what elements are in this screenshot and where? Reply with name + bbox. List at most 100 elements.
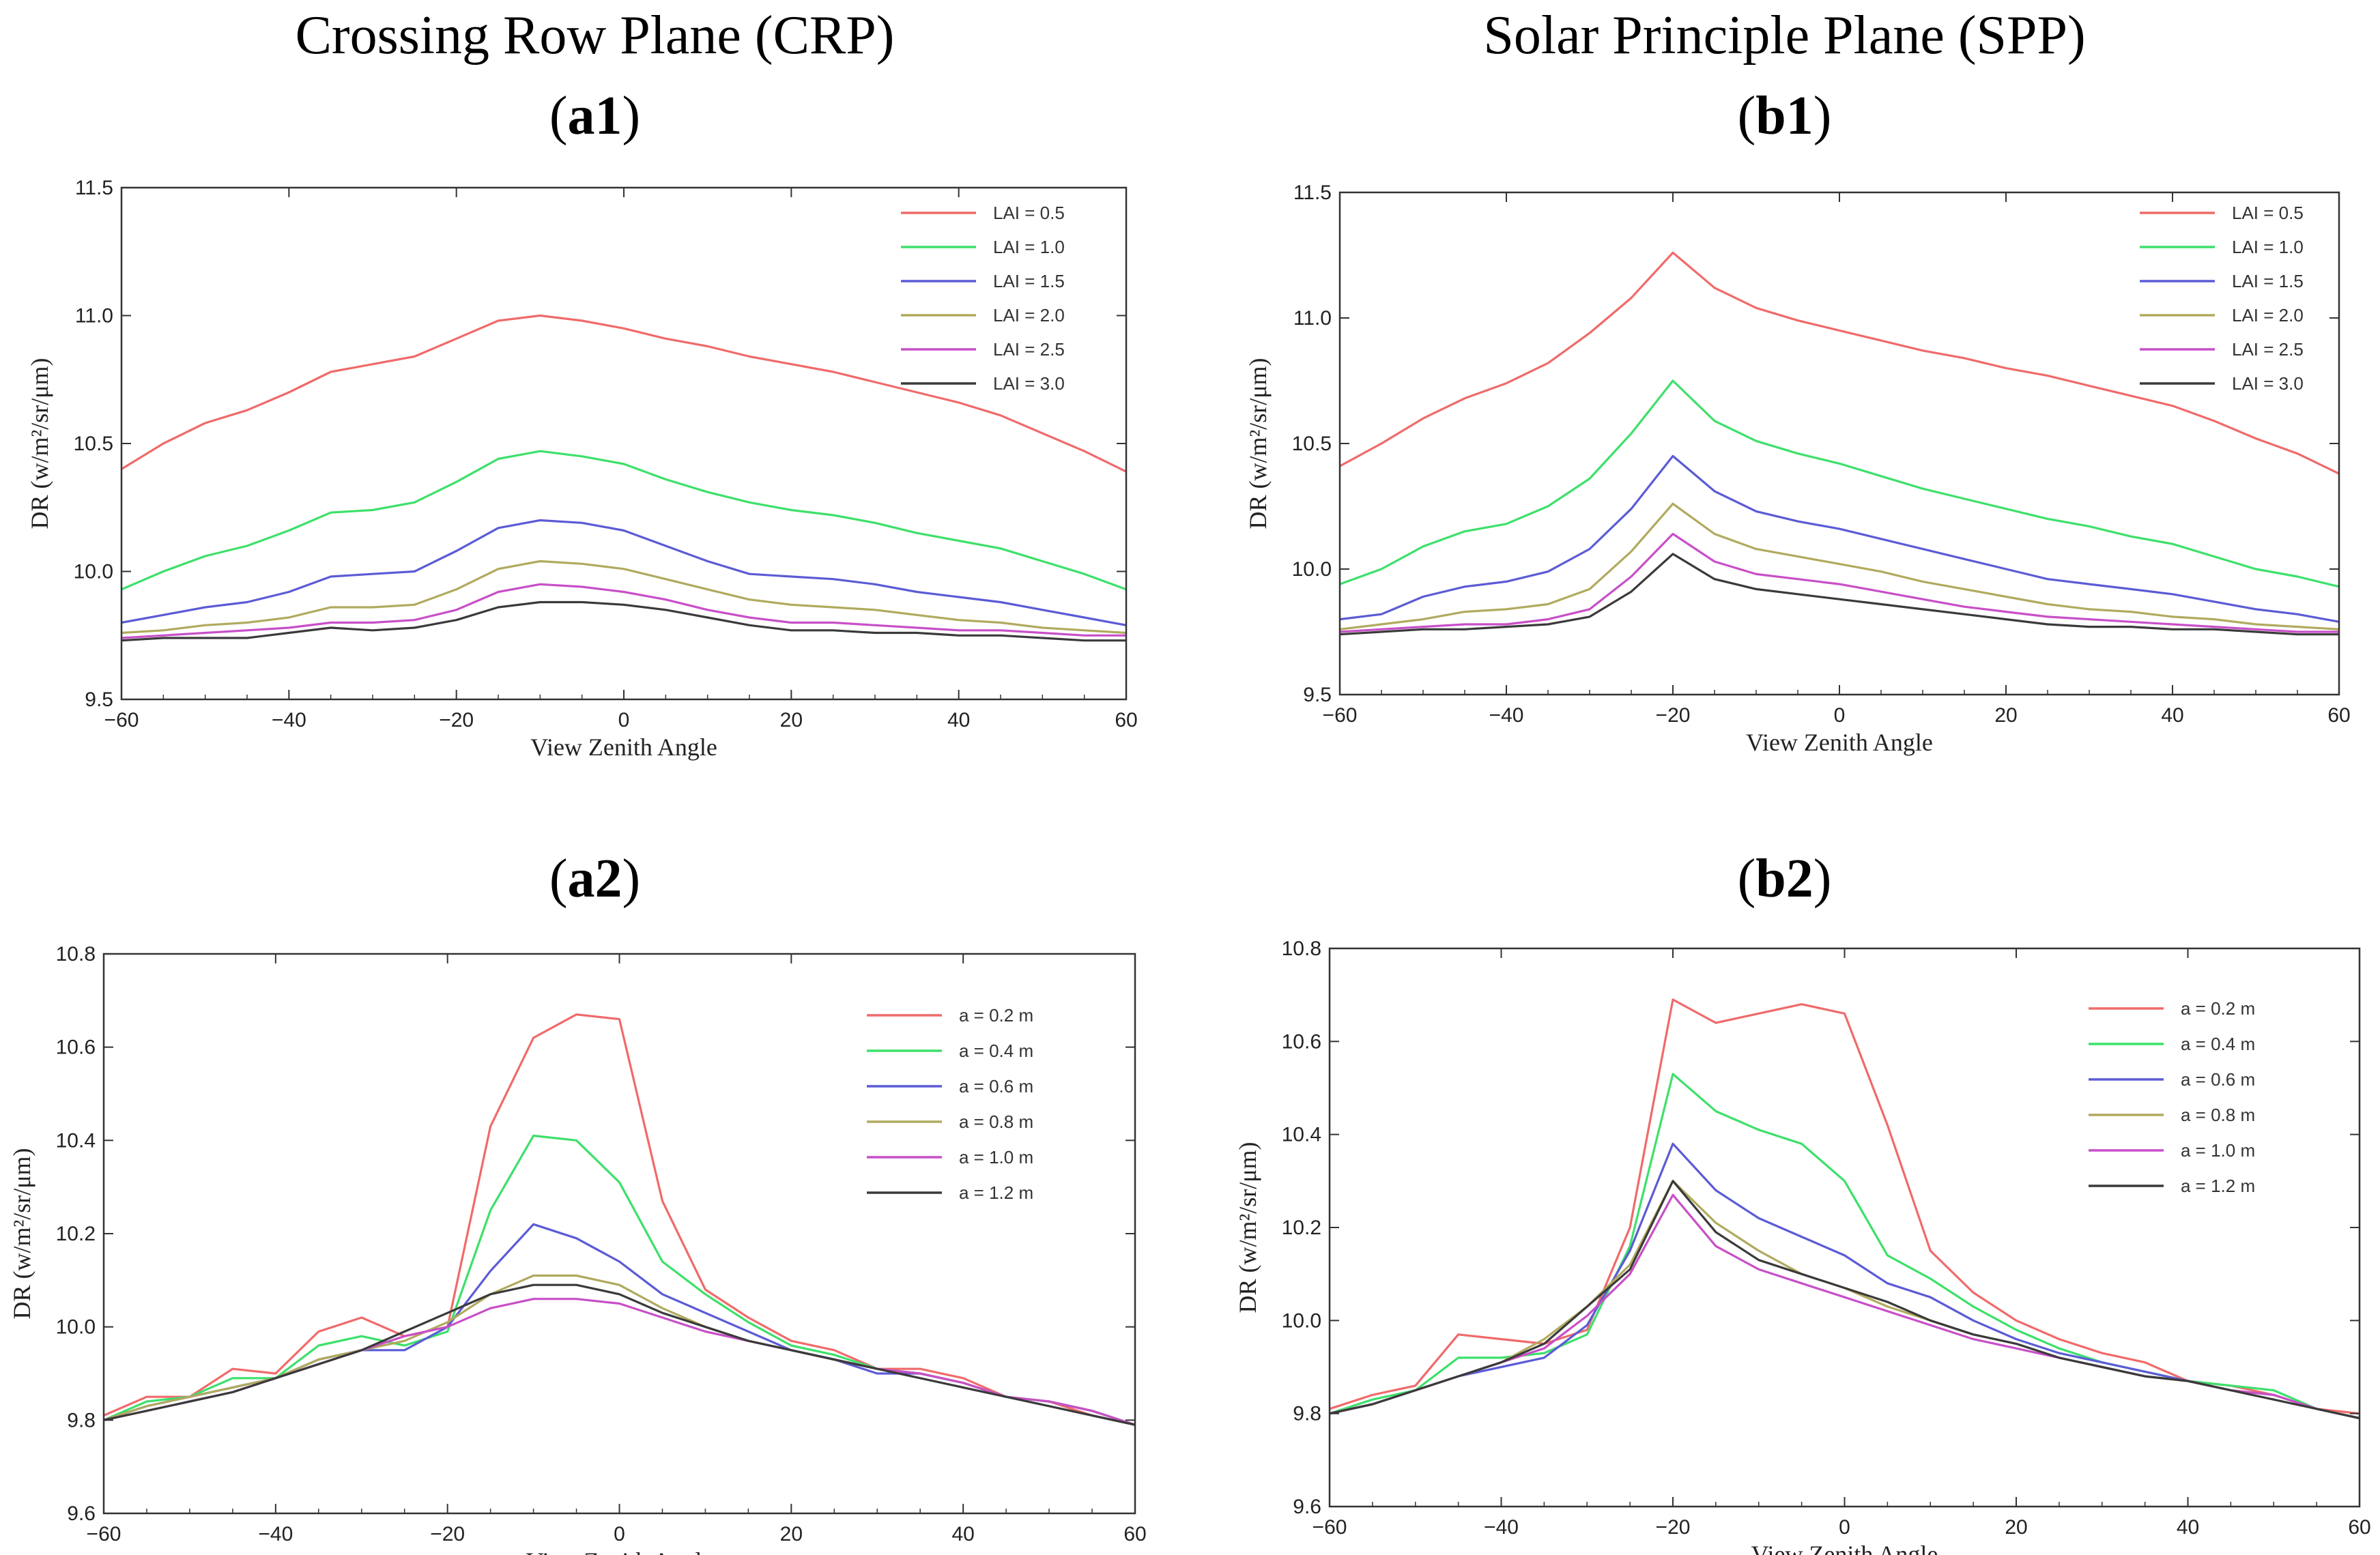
series-line-b2-2: [1329, 1073, 2360, 1420]
x-tick-label-a2: −40: [258, 1523, 293, 1545]
x-tick-label-a2: 0: [614, 1523, 625, 1545]
series-line-a1-5: [121, 583, 1126, 639]
x-tick-label-b2: 20: [2005, 1516, 2027, 1539]
x-tick-label-a1: −20: [439, 709, 474, 731]
x-tick-label-b1: −60: [1323, 704, 1358, 727]
plot-frame-a2: [102, 953, 1136, 1515]
y-tick-label-b2: 10.8: [1282, 938, 1321, 960]
chart-a2: −60 −40 −20 0 20 40 60 9.6 9.8 10.0 10.2 10.4 10.6 10…: [8, 943, 1147, 1555]
x-tick-label-a1: −60: [104, 709, 139, 731]
x-tick-label-b1: 0: [1834, 704, 1846, 727]
y-tick-label-b1: 11.0: [1293, 307, 1332, 330]
plot-frame-b2: [1328, 947, 2361, 1508]
y-tick-label-a2: 10.2: [56, 1223, 96, 1245]
plot-frame-a1: [120, 186, 1128, 701]
column-title-crp: Crossing Row Plane (CRP): [295, 5, 895, 66]
x-tick-label-b1: −20: [1656, 704, 1691, 727]
legend-label-b1-4: LAI = 2.0: [2232, 305, 2304, 325]
series-line-b2-1: [1329, 998, 2360, 1415]
y-tick-label-b1: 10.5: [1292, 433, 1332, 455]
x-tick-label-b2: 0: [1839, 1516, 1850, 1539]
y-axis-title-a2: DR (w/m²/sr/μm): [8, 1148, 35, 1319]
series-line-b1-2: [1339, 379, 2340, 588]
x-tick-label-a2: 20: [780, 1523, 803, 1545]
x-axis-title-b2: View Zenith Angle: [1751, 1541, 1938, 1555]
y-tick-label-b2: 10.2: [1282, 1217, 1321, 1239]
y-tick-label-b2: 10.4: [1282, 1124, 1321, 1146]
legend-label-a1-3: LAI = 1.5: [993, 271, 1065, 291]
legend-label-b1-5: LAI = 2.5: [2232, 339, 2304, 360]
series-line-a2-1: [103, 1013, 1136, 1426]
y-tick-label-b2: 9.6: [1293, 1496, 1321, 1518]
x-tick-label-a2: 60: [1123, 1523, 1146, 1545]
y-tick-label-b1: 10.0: [1292, 558, 1332, 581]
y-axis-title-a1: DR (w/m²/sr/μm): [26, 358, 53, 529]
series-line-a1-2: [121, 450, 1127, 591]
x-tick-label-b1: 60: [2327, 704, 2350, 727]
legend-label-a1-1: LAI = 0.5: [993, 203, 1065, 223]
x-tick-label-b1: −40: [1489, 704, 1524, 727]
x-axis-title-a1: View Zenith Angle: [530, 733, 717, 761]
x-tick-label-a1: −40: [272, 709, 306, 731]
x-tick-label-a2: −20: [430, 1523, 465, 1545]
series-line-a2-3: [103, 1223, 1136, 1426]
panel-label-b1: (b1): [1737, 86, 1832, 146]
legend-label-b2-2: a = 0.4 m: [2181, 1034, 2255, 1054]
panel-label-b2: (b2): [1737, 849, 1832, 909]
series-line-a1-1: [121, 314, 1127, 473]
series-line-b1-5: [1339, 532, 2339, 633]
plot-frame-b1: [1338, 191, 2340, 696]
y-tick-label-b2: 10.6: [1282, 1030, 1321, 1053]
x-tick-label-b2: −20: [1656, 1516, 1691, 1539]
x-axis-title-a2: View Zenith Angle: [526, 1547, 713, 1555]
column-title-spp: Solar Principle Plane (SPP): [1483, 5, 2086, 66]
x-tick-label-b2: 40: [2177, 1516, 2199, 1539]
x-tick-label-a2: 40: [951, 1523, 974, 1545]
y-tick-label-a1: 10.0: [74, 561, 113, 583]
legend-label-a1-2: LAI = 1.0: [993, 237, 1065, 257]
chart-b2: −60 −40 −20 0 20 40 60 9.6 9.8 10.0 10.2 10.4 10.6 10…: [1234, 938, 2371, 1555]
y-axis-title-b1: DR (w/m²/sr/μm): [1244, 358, 1272, 529]
series-line-a1-4: [121, 559, 1127, 635]
legend-label-b1-2: LAI = 1.0: [2232, 237, 2304, 257]
legend-label-a2-4: a = 0.8 m: [959, 1111, 1033, 1132]
legend-label-a1-4: LAI = 2.0: [993, 305, 1065, 325]
chart-b1: −60 −40 −20 0 20 40 60 9.5 10.0 10.5 11.0 11.5 View …: [1244, 181, 2351, 756]
series-line-b2-6: [1329, 1180, 2360, 1420]
y-tick-label-b2: 9.8: [1293, 1403, 1321, 1425]
y-tick-label-a1: 11.5: [75, 177, 113, 199]
y-tick-label-a1: 11.0: [75, 305, 113, 328]
x-tick-label-b1: 20: [1994, 704, 2017, 727]
legend-label-b2-3: a = 0.6 m: [2181, 1069, 2255, 1090]
legend-label-b1-3: LAI = 1.5: [2232, 271, 2304, 291]
legend-label-a2-2: a = 0.4 m: [959, 1041, 1033, 1061]
panel-label-a1: (a1): [549, 86, 641, 146]
series-line-a2-4: [103, 1274, 1136, 1426]
x-tick-label-b2: −40: [1484, 1516, 1519, 1539]
legend-label-a2-5: a = 1.0 m: [959, 1147, 1033, 1167]
y-tick-label-b1: 11.5: [1293, 181, 1332, 204]
x-tick-label-b2: 60: [2348, 1516, 2370, 1539]
legend-label-a2-6: a = 1.2 m: [959, 1182, 1033, 1203]
series-line-a2-6: [103, 1283, 1136, 1426]
x-tick-label-a1: 0: [618, 709, 630, 731]
legend-label-a2-3: a = 0.6 m: [959, 1076, 1033, 1096]
x-tick-label-a1: 60: [1115, 709, 1137, 731]
chart-a1: −60 −40 −20 0 20 40 60 9.5 10.0 10.5 11.0 11.5 View …: [26, 177, 1138, 761]
x-tick-label-a2: −60: [87, 1523, 121, 1545]
y-tick-label-a2: 9.6: [67, 1502, 96, 1525]
series-line-a1-6: [121, 600, 1126, 642]
series-line-a1-3: [121, 519, 1127, 626]
series-line-b1-1: [1339, 251, 2340, 475]
y-tick-label-a2: 9.8: [67, 1409, 96, 1432]
y-tick-label-a2: 10.4: [56, 1129, 96, 1152]
y-tick-label-a2: 10.6: [56, 1036, 96, 1059]
panel-label-a2: (a2): [549, 849, 641, 909]
y-tick-label-b1: 9.5: [1303, 684, 1332, 706]
legend-label-a1-6: LAI = 3.0: [993, 373, 1065, 394]
legend-label-b1-6: LAI = 3.0: [2232, 373, 2304, 394]
legend-label-a1-5: LAI = 2.5: [993, 339, 1065, 360]
series-line-b1-6: [1339, 553, 2339, 636]
x-tick-label-a1: 20: [780, 709, 803, 731]
